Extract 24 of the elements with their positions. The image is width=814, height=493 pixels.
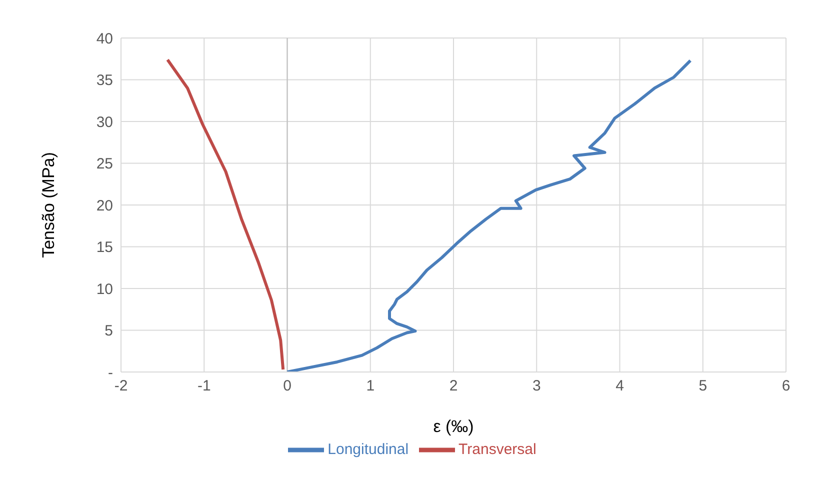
y-tick-label: 20 (96, 197, 113, 214)
y-tick-label: 30 (96, 114, 113, 131)
x-tick-label: 2 (449, 378, 458, 395)
y-tick-label: 15 (96, 239, 113, 256)
y-tick-label: 35 (96, 72, 113, 90)
x-tick-label: 0 (283, 378, 292, 395)
y-tick-label: 40 (96, 30, 113, 48)
line-series (286, 59, 692, 372)
x-tick-label: -1 (197, 378, 211, 395)
legend-label: Longitudinal (328, 440, 409, 458)
legend-label: Transversal (458, 440, 536, 458)
y-tick-label: 10 (96, 280, 113, 298)
x-tick-label: 5 (698, 378, 708, 395)
x-tick-label: 3 (532, 378, 541, 395)
x-tick-label: 4 (616, 378, 624, 395)
line-series (166, 58, 285, 371)
y-tick-label: 5 (104, 322, 113, 340)
y-tick-label: - (108, 364, 113, 382)
x-tick-label: 1 (366, 378, 375, 395)
x-tick-label: -2 (114, 378, 128, 395)
x-axis-title: ε (‰) (433, 417, 474, 436)
x-tick-label: 6 (782, 378, 790, 395)
y-tick-label: 25 (96, 156, 113, 173)
y-axis-title: Tensão (MPa) (39, 152, 58, 258)
